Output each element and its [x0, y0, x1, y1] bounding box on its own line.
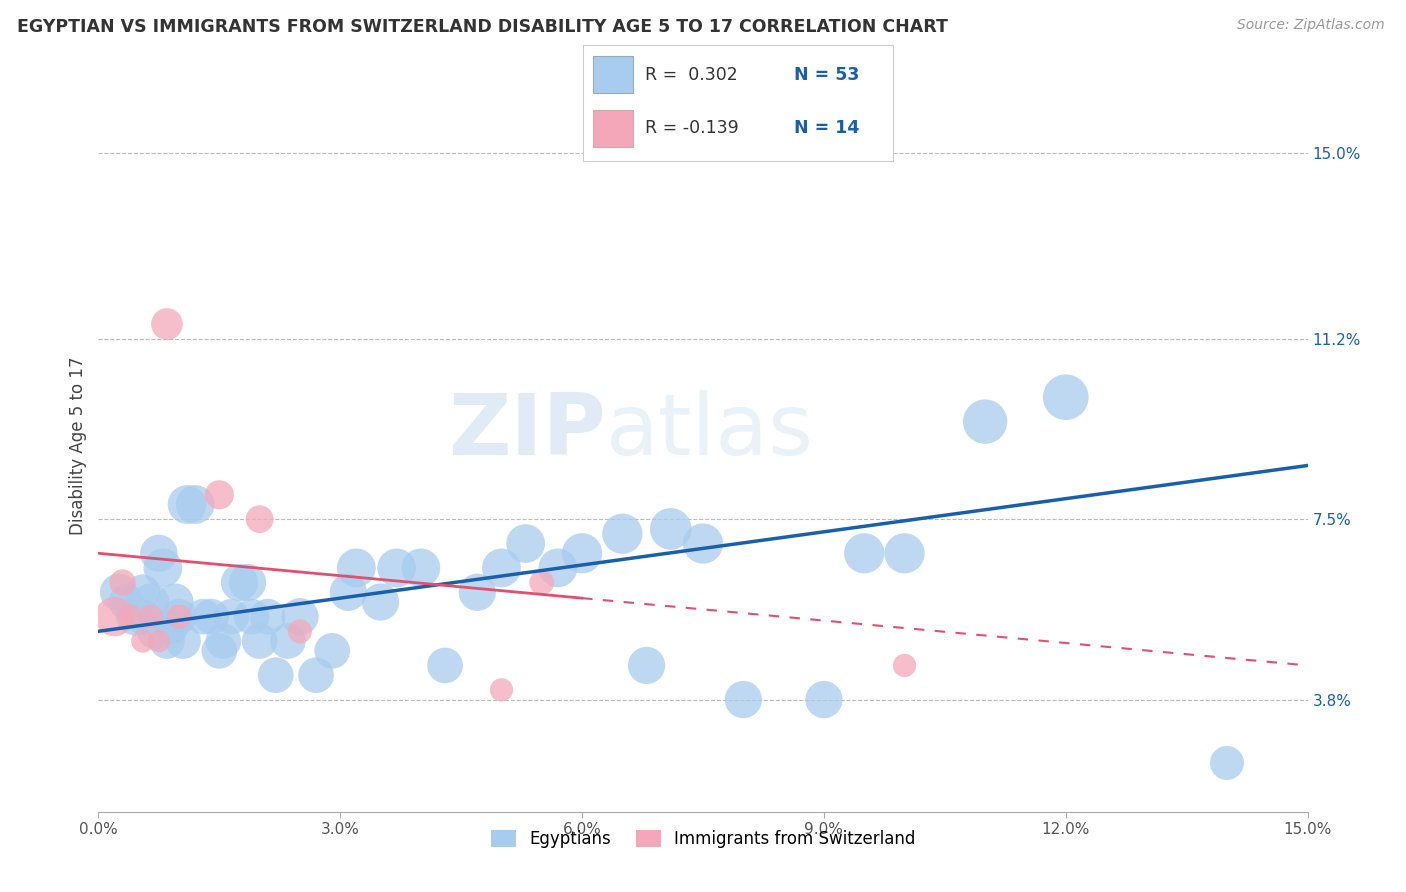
Text: Source: ZipAtlas.com: Source: ZipAtlas.com	[1237, 18, 1385, 32]
Point	[107, 585, 129, 599]
Point	[1054, 390, 1077, 404]
Point	[409, 561, 432, 575]
Point	[212, 634, 235, 648]
Point	[156, 634, 179, 648]
Point	[370, 595, 392, 609]
Point	[321, 644, 343, 658]
Point	[172, 634, 194, 648]
Point	[167, 609, 190, 624]
Point	[111, 575, 134, 590]
Point	[893, 658, 915, 673]
Point	[530, 575, 553, 590]
Point	[465, 585, 488, 599]
Point	[659, 522, 682, 536]
Legend: Egyptians, Immigrants from Switzerland: Egyptians, Immigrants from Switzerland	[484, 823, 922, 855]
Point	[288, 624, 311, 639]
Text: ZIP: ZIP	[449, 390, 606, 473]
Point	[120, 609, 142, 624]
Point	[148, 546, 170, 560]
Point	[337, 585, 360, 599]
Text: atlas: atlas	[606, 390, 814, 473]
Point	[249, 512, 271, 526]
Point	[612, 526, 634, 541]
Point	[434, 658, 457, 673]
Point	[733, 692, 755, 706]
Point	[115, 595, 138, 609]
Point	[277, 634, 299, 648]
Point	[813, 692, 835, 706]
Point	[176, 498, 198, 512]
Point	[139, 609, 162, 624]
Point	[132, 585, 155, 599]
Point	[193, 609, 215, 624]
Point	[264, 668, 287, 682]
Text: R = -0.139: R = -0.139	[645, 120, 740, 137]
Point	[305, 668, 328, 682]
Point	[547, 561, 569, 575]
Point	[236, 575, 259, 590]
Point	[124, 609, 146, 624]
Point	[240, 609, 263, 624]
Point	[692, 536, 714, 550]
Point	[249, 634, 271, 648]
Point	[1216, 756, 1239, 770]
Text: EGYPTIAN VS IMMIGRANTS FROM SWITZERLAND DISABILITY AGE 5 TO 17 CORRELATION CHART: EGYPTIAN VS IMMIGRANTS FROM SWITZERLAND …	[17, 18, 948, 36]
Point	[143, 624, 166, 639]
Point	[974, 415, 997, 429]
Point	[167, 609, 190, 624]
Point	[208, 644, 231, 658]
Point	[152, 561, 174, 575]
Point	[208, 488, 231, 502]
Bar	[593, 56, 633, 94]
Point	[344, 561, 367, 575]
Point	[160, 619, 183, 633]
Point	[853, 546, 876, 560]
Y-axis label: Disability Age 5 to 17: Disability Age 5 to 17	[69, 357, 87, 535]
Point	[228, 575, 250, 590]
Text: N = 14: N = 14	[794, 120, 859, 137]
Point	[103, 609, 125, 624]
Point	[893, 546, 915, 560]
Point	[491, 682, 513, 697]
Point	[200, 609, 222, 624]
Bar	[593, 110, 633, 146]
Point	[184, 498, 207, 512]
Point	[636, 658, 658, 673]
Point	[491, 561, 513, 575]
Point	[221, 609, 243, 624]
Point	[156, 317, 179, 331]
Point	[132, 634, 155, 648]
Point	[256, 609, 278, 624]
Point	[148, 634, 170, 648]
Point	[163, 595, 186, 609]
Point	[139, 595, 162, 609]
Text: N = 53: N = 53	[794, 66, 859, 84]
Point	[385, 561, 408, 575]
Point	[132, 609, 155, 624]
Point	[571, 546, 593, 560]
Point	[288, 609, 311, 624]
Point	[515, 536, 537, 550]
Text: R =  0.302: R = 0.302	[645, 66, 738, 84]
